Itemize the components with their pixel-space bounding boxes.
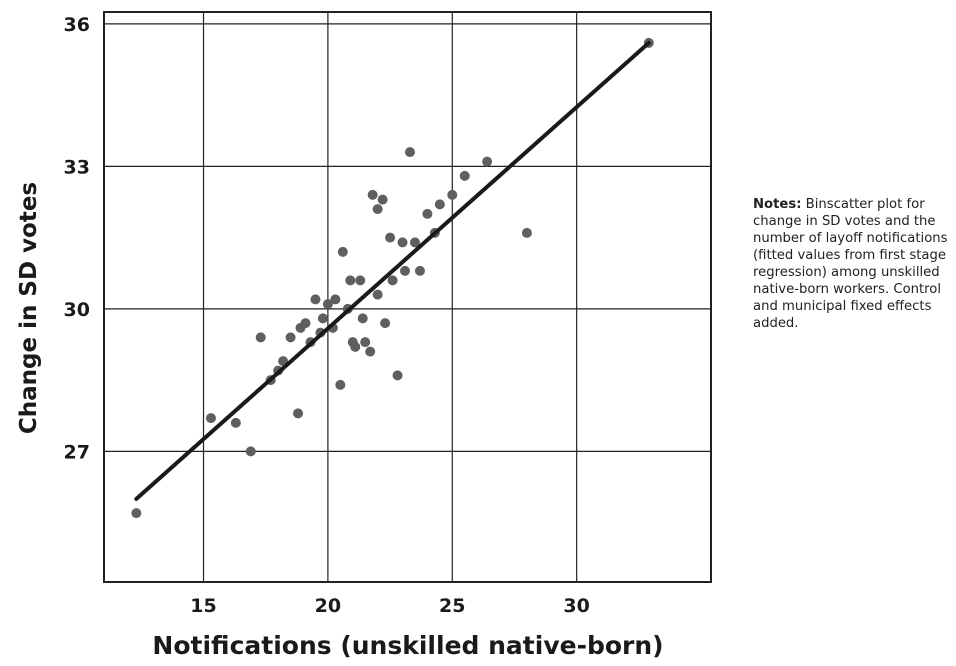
- data-point: [482, 156, 493, 167]
- data-point: [447, 189, 458, 200]
- x-axis-title: Notifications (unskilled native-born): [152, 631, 663, 660]
- data-point: [205, 413, 216, 424]
- data-point: [422, 208, 433, 219]
- data-point: [397, 237, 408, 248]
- x-tick-label: 15: [190, 595, 216, 617]
- data-point: [392, 370, 403, 381]
- data-point: [521, 227, 532, 238]
- data-point: [360, 337, 371, 348]
- y-tick-label: 30: [64, 299, 90, 321]
- data-point: [245, 446, 256, 457]
- data-point: [372, 289, 383, 300]
- data-point: [310, 294, 321, 305]
- data-point: [322, 299, 333, 310]
- y-axis-title: Change in SD votes: [16, 182, 42, 434]
- x-tick-label: 25: [439, 595, 465, 617]
- data-point: [317, 313, 328, 324]
- data-point: [377, 194, 388, 205]
- data-point: [404, 147, 415, 158]
- plot-frame: [103, 11, 712, 583]
- data-point: [409, 237, 420, 248]
- data-point: [400, 265, 411, 276]
- data-point: [387, 275, 398, 286]
- notes-label: Notes:: [753, 197, 802, 212]
- y-tick-label: 36: [64, 14, 90, 36]
- data-point: [350, 341, 361, 352]
- data-point: [131, 508, 142, 519]
- data-point: [434, 199, 445, 210]
- data-point: [230, 417, 241, 428]
- tick-labels: 15 20 25 30 27 30 33 36: [64, 14, 590, 617]
- data-point: [255, 332, 266, 343]
- data-point: [372, 204, 383, 215]
- data-point: [414, 265, 425, 276]
- notes-body: Binscatter plot for change in SD votes a…: [753, 197, 948, 331]
- data-point: [285, 332, 296, 343]
- data-point: [300, 318, 311, 329]
- x-tick-label: 20: [315, 595, 341, 617]
- data-point: [330, 294, 341, 305]
- data-point: [335, 379, 346, 390]
- data-point: [367, 189, 378, 200]
- data-point: [355, 275, 366, 286]
- data-point: [380, 318, 391, 329]
- data-point: [357, 313, 368, 324]
- fit-line: [134, 40, 651, 501]
- data-point: [337, 246, 348, 257]
- y-tick-label: 27: [64, 441, 90, 463]
- data-point: [345, 275, 356, 286]
- x-tick-label: 30: [563, 595, 589, 617]
- grid-lines: [104, 12, 711, 582]
- notes-text: Notes: Binscatter plot for change in SD …: [753, 196, 953, 332]
- y-tick-label: 33: [64, 156, 90, 178]
- data-point: [293, 408, 304, 419]
- data-point: [459, 170, 470, 181]
- data-point: [385, 232, 396, 243]
- data-point: [365, 346, 376, 357]
